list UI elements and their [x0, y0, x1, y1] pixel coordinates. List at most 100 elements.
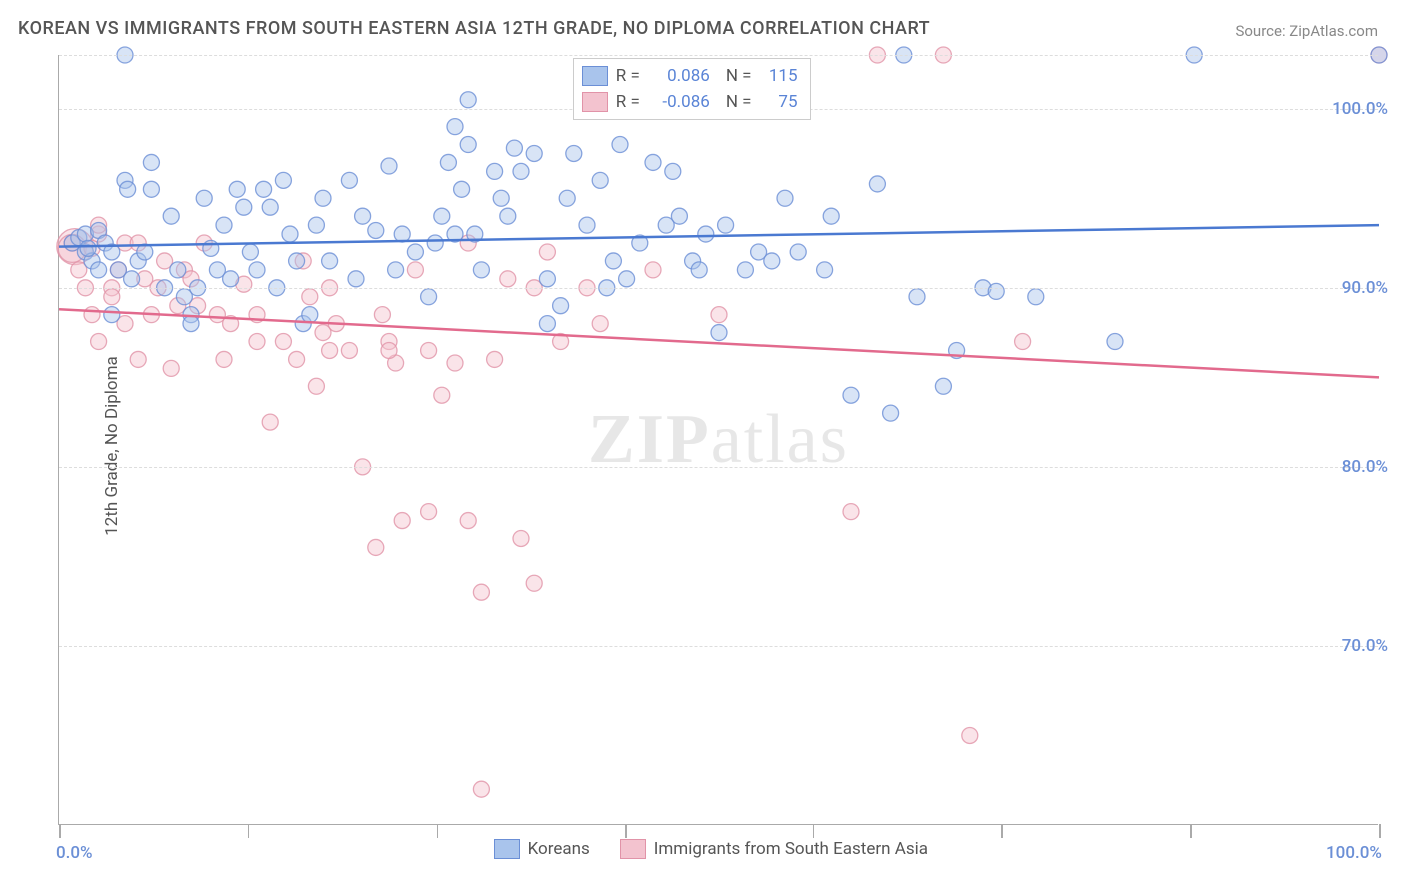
data-point — [322, 342, 338, 358]
source-label: Source: ZipAtlas.com — [1235, 22, 1378, 40]
correlation-legend: R =0.086N =115R =-0.086N =75 — [573, 58, 811, 120]
data-point — [302, 289, 318, 305]
data-point — [1028, 289, 1044, 305]
data-point — [698, 226, 714, 242]
swatch-pink — [582, 92, 608, 112]
data-point — [170, 262, 186, 278]
data-point — [605, 253, 621, 269]
data-point — [513, 530, 529, 546]
scatter-plot — [59, 55, 1378, 824]
data-point — [341, 172, 357, 188]
data-point — [460, 137, 476, 153]
data-point — [427, 235, 443, 251]
data-point — [579, 217, 595, 233]
data-point — [183, 316, 199, 332]
legend-row: R =-0.086N =75 — [582, 89, 798, 115]
data-point — [612, 137, 628, 153]
data-point — [434, 387, 450, 403]
y-tick-label: 100.0% — [1332, 99, 1388, 119]
chart-title: KOREAN VS IMMIGRANTS FROM SOUTH EASTERN … — [18, 18, 930, 39]
data-point — [216, 351, 232, 367]
x-tick — [813, 824, 815, 838]
x-tick — [248, 824, 250, 838]
gridline-horizontal — [59, 288, 1378, 289]
data-point — [513, 163, 529, 179]
gridline-horizontal — [59, 646, 1378, 647]
data-point — [421, 289, 437, 305]
data-point — [487, 163, 503, 179]
data-point — [665, 163, 681, 179]
data-point — [711, 325, 727, 341]
data-point — [242, 244, 258, 260]
data-point — [493, 190, 509, 206]
data-point — [163, 208, 179, 224]
x-tick-label: 100.0% — [1326, 843, 1382, 863]
data-point — [374, 307, 390, 323]
x-tick — [1190, 824, 1192, 838]
data-point — [368, 539, 384, 555]
data-point — [691, 262, 707, 278]
data-point — [737, 262, 753, 278]
data-point — [91, 262, 107, 278]
data-point — [440, 154, 456, 170]
series-legend: Koreans Immigrants from South Eastern Asi… — [494, 839, 928, 859]
x-tick — [59, 824, 61, 838]
x-tick — [437, 824, 439, 838]
legend-label: Immigrants from South Eastern Asia — [654, 839, 928, 859]
data-point — [394, 513, 410, 529]
x-tick — [625, 824, 627, 838]
legend-row: R =0.086N =115 — [582, 63, 798, 89]
y-tick-label: 80.0% — [1342, 457, 1388, 477]
data-point — [289, 351, 305, 367]
data-point — [539, 271, 555, 287]
data-point — [421, 504, 437, 520]
data-point — [196, 190, 212, 206]
y-tick-label: 70.0% — [1342, 636, 1388, 656]
data-point — [124, 271, 140, 287]
data-point — [619, 271, 635, 287]
data-point — [143, 181, 159, 197]
data-point — [988, 283, 1004, 299]
data-point — [447, 119, 463, 135]
data-point — [454, 181, 470, 197]
data-point — [262, 414, 278, 430]
data-point — [130, 351, 146, 367]
swatch-pink — [620, 839, 646, 859]
data-point — [407, 262, 423, 278]
data-point — [553, 298, 569, 314]
data-point — [348, 271, 364, 287]
data-point — [249, 262, 265, 278]
data-point — [592, 316, 608, 332]
data-point — [275, 334, 291, 350]
legend-label: Koreans — [528, 839, 590, 859]
data-point — [843, 504, 859, 520]
data-point — [566, 145, 582, 161]
data-point — [80, 240, 96, 256]
data-point — [645, 262, 661, 278]
data-point — [962, 727, 978, 743]
swatch-blue — [582, 66, 608, 86]
data-point — [473, 584, 489, 600]
data-point — [229, 181, 245, 197]
data-point — [308, 217, 324, 233]
data-point — [308, 378, 324, 394]
gridline-horizontal — [59, 467, 1378, 468]
swatch-blue — [494, 839, 520, 859]
data-point — [249, 334, 265, 350]
data-point — [711, 307, 727, 323]
data-point — [104, 289, 120, 305]
plot-area: ZIPatlas — [58, 55, 1378, 825]
data-point — [302, 307, 318, 323]
data-point — [506, 140, 522, 156]
data-point — [104, 307, 120, 323]
data-point — [163, 360, 179, 376]
data-point — [539, 244, 555, 260]
data-point — [460, 513, 476, 529]
data-point — [394, 226, 410, 242]
data-point — [355, 208, 371, 224]
data-point — [671, 208, 687, 224]
data-point — [500, 208, 516, 224]
x-tick — [1001, 824, 1003, 838]
data-point — [143, 154, 159, 170]
x-tick-label: 0.0% — [56, 843, 93, 863]
